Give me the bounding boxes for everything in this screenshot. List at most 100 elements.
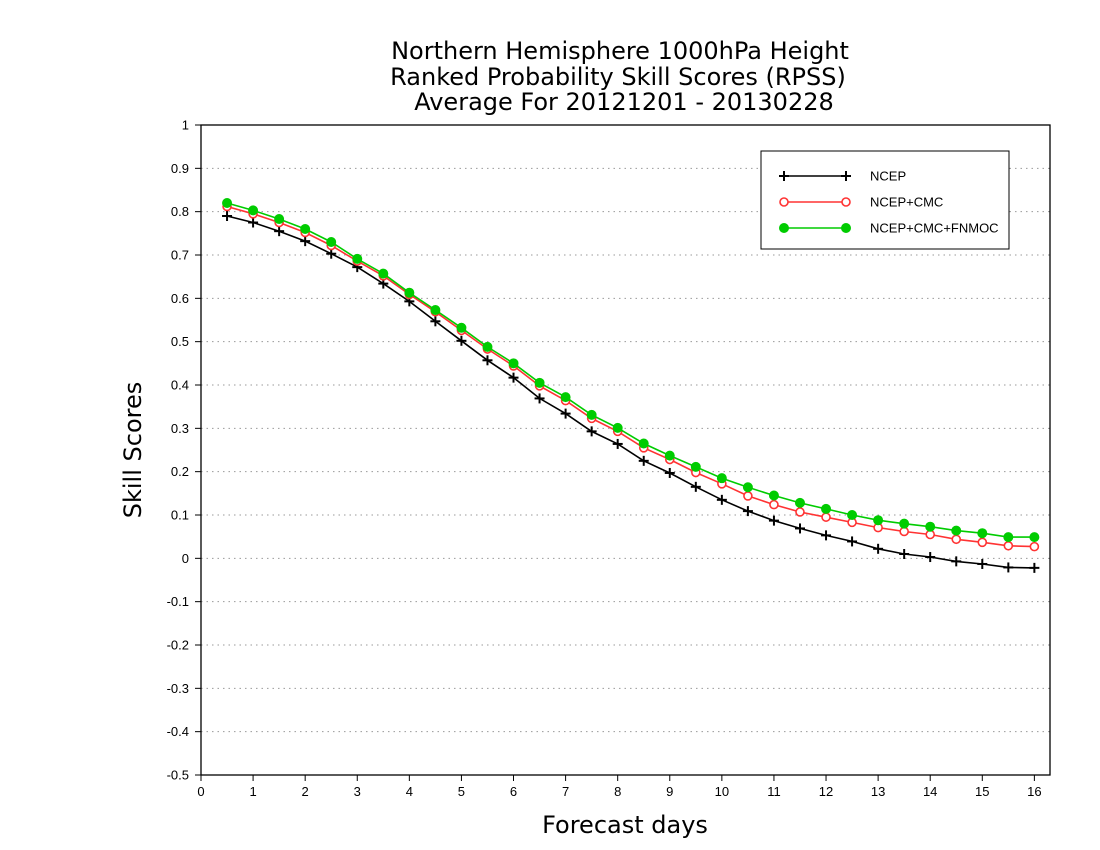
data-point-ncep-cmc-fnmoc — [925, 521, 936, 532]
data-point-ncep — [847, 536, 858, 547]
data-point-ncep-cmc-fnmoc — [951, 525, 962, 536]
data-point-ncep-cmc-fnmoc — [300, 224, 311, 234]
data-point-ncep — [326, 248, 337, 259]
y-axis-title: Skill Scores — [119, 382, 147, 519]
x-tick-label: 12 — [819, 784, 833, 799]
data-point-ncep-cmc — [1003, 540, 1014, 551]
x-axis: 0 1 2 3 4 5 6 7 8 9 10 11 12 13 14 15 16 — [197, 775, 1042, 799]
y-tick-label: -0.5 — [167, 768, 189, 783]
data-point-ncep — [873, 543, 884, 554]
data-point-ncep — [274, 226, 285, 237]
data-point-ncep-cmc — [769, 499, 779, 510]
data-point-ncep-cmc-fnmoc — [1029, 532, 1040, 543]
data-point-ncep-cmc-fnmoc — [378, 268, 389, 279]
y-tick-label: -0.4 — [167, 724, 189, 739]
data-point-ncep — [951, 556, 962, 567]
data-point-ncep — [1029, 562, 1040, 573]
legend-marker — [779, 223, 789, 233]
data-point-ncep-cmc — [1029, 541, 1040, 552]
y-tick-label: 0.2 — [171, 464, 189, 479]
data-point-ncep — [977, 558, 988, 569]
data-point-ncep — [586, 426, 597, 437]
data-point-ncep — [638, 455, 649, 466]
chart-title: Northern Hemisphere 1000hPa Height Ranke… — [390, 37, 849, 116]
data-point-ncep-cmc-fnmoc — [274, 214, 285, 225]
data-point-ncep-cmc — [951, 534, 962, 545]
legend-box — [760, 150, 1010, 250]
series-line-ncep-cmc-fnmoc — [226, 202, 1035, 538]
legend-item-ncep-cmc: NCEP+CMC — [779, 195, 943, 210]
data-point-ncep-cmc-fnmoc — [352, 253, 363, 264]
data-point-ncep — [664, 467, 675, 478]
x-tick-label: 9 — [666, 784, 673, 799]
data-point-ncep — [742, 506, 753, 517]
x-tick-label: 3 — [354, 784, 361, 799]
x-tick-label: 15 — [975, 784, 989, 799]
data-point-ncep-cmc-fnmoc — [977, 528, 988, 539]
y-tick-label: 0 — [182, 551, 189, 566]
data-point-ncep — [482, 355, 493, 366]
data-point-ncep — [456, 335, 467, 346]
x-tick-label: 13 — [871, 784, 885, 799]
data-point-ncep-cmc-fnmoc — [612, 422, 623, 433]
legend-marker — [841, 171, 851, 181]
x-tick-label: 6 — [510, 784, 517, 799]
data-point-ncep — [899, 549, 910, 559]
data-point-ncep — [560, 408, 571, 419]
data-point-ncep-cmc-fnmoc — [873, 515, 884, 526]
data-point-ncep-cmc-fnmoc — [690, 461, 701, 472]
data-point-ncep-cmc-fnmoc — [742, 482, 753, 493]
data-point-ncep-cmc-fnmoc — [326, 237, 337, 247]
y-tick-label: 0.1 — [171, 508, 189, 523]
legend-marker — [779, 197, 789, 207]
data-point-ncep-cmc — [795, 507, 805, 517]
y-tick-label: 0.6 — [171, 291, 189, 306]
y-tick-label: -0.2 — [167, 638, 189, 653]
series-ncep-cmc-fnmoc — [222, 198, 1040, 543]
y-tick-label: 0.8 — [171, 204, 189, 219]
data-point-ncep-cmc-fnmoc — [821, 503, 832, 514]
x-tick-label: 1 — [249, 784, 256, 799]
x-tick-label: 8 — [614, 784, 621, 799]
x-tick-label: 2 — [302, 784, 309, 799]
title-line-1: Northern Hemisphere 1000hPa Height — [391, 37, 849, 65]
legend-item-ncep-cmc-fnmoc: NCEP+CMC+FNMOC — [779, 221, 999, 236]
legend-label: NCEP+CMC — [870, 195, 943, 210]
data-point-ncep — [821, 530, 832, 541]
y-tick-label: 0.4 — [171, 378, 189, 393]
title-line-2: Ranked Probability Skill Scores (RPSS) — [390, 63, 846, 91]
title-line-3: Average For 20121201 - 20130228 — [414, 88, 834, 116]
data-point-ncep-cmc-fnmoc — [664, 450, 675, 461]
data-point-ncep — [222, 211, 233, 221]
data-point-ncep — [1003, 562, 1014, 573]
x-tick-label: 5 — [458, 784, 465, 799]
data-point-ncep-cmc-fnmoc — [899, 518, 910, 529]
data-point-ncep — [300, 236, 311, 247]
data-point-ncep-cmc-fnmoc — [482, 341, 493, 352]
data-point-ncep-cmc — [743, 491, 753, 501]
data-point-ncep-cmc-fnmoc — [430, 305, 441, 316]
series-ncep — [222, 211, 1040, 573]
y-tick-label: 0.3 — [171, 421, 189, 436]
y-tick-label: 0.7 — [171, 248, 189, 263]
data-point-ncep — [248, 217, 259, 228]
data-point-ncep — [794, 523, 805, 534]
data-point-ncep — [508, 372, 519, 383]
data-point-ncep-cmc-fnmoc — [768, 490, 779, 501]
y-tick-label: 0.9 — [171, 161, 189, 176]
x-axis-title: Forecast days — [542, 811, 708, 839]
data-point-ncep-cmc-fnmoc — [847, 510, 858, 520]
y-axis: -0.5 -0.4 -0.3 -0.2 -0.1 0 0.1 0.2 0.3 0.4 0.5 0.6 0… — [167, 118, 201, 783]
data-point-ncep-cmc-fnmoc — [716, 473, 727, 484]
data-point-ncep-cmc-fnmoc — [248, 205, 259, 216]
y-tick-label: -0.3 — [167, 681, 189, 696]
series-layer — [222, 198, 1040, 573]
legend-label: NCEP+CMC+FNMOC — [870, 221, 999, 236]
data-point-ncep-cmc-fnmoc — [456, 322, 467, 333]
y-tick-label: 0.5 — [171, 334, 189, 349]
legend-item-ncep: NCEP — [779, 169, 906, 184]
data-point-ncep-cmc-fnmoc — [508, 358, 519, 369]
data-point-ncep — [612, 438, 623, 449]
data-point-ncep-cmc-fnmoc — [404, 287, 415, 298]
